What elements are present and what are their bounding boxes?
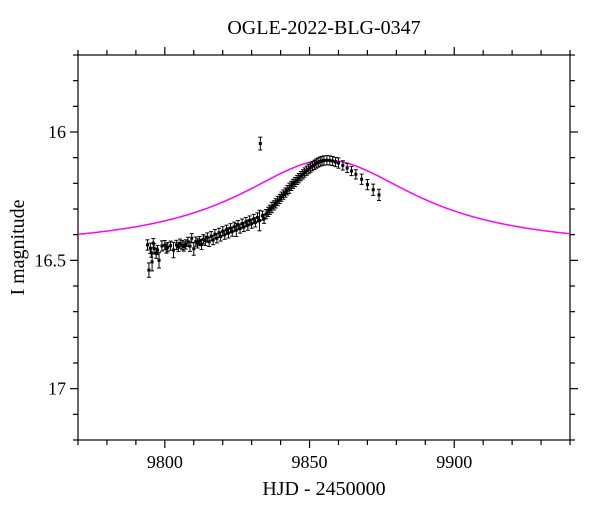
data-point: [233, 225, 236, 228]
data-point: [213, 233, 216, 236]
data-point: [160, 244, 163, 247]
y-tick-label: 17: [48, 379, 66, 399]
y-tick-label: 16: [48, 122, 66, 142]
data-point: [192, 247, 195, 250]
data-point: [360, 178, 363, 181]
data-point: [156, 249, 159, 252]
chart-title: OGLE-2022-BLG-0347: [227, 17, 420, 39]
data-point: [189, 245, 192, 248]
data-point: [328, 159, 331, 162]
data-point: [346, 166, 349, 169]
data-point: [256, 216, 259, 219]
data-point: [337, 162, 340, 165]
data-point: [325, 159, 328, 162]
data-point: [354, 173, 357, 176]
x-axis-label: HJD - 2450000: [262, 478, 385, 500]
model-curve: [78, 160, 570, 234]
data-point: [169, 244, 172, 247]
data-point: [366, 183, 369, 186]
data-point: [146, 243, 149, 246]
data-point: [200, 243, 203, 246]
y-tick-label: 16.5: [35, 250, 67, 270]
data-point: [259, 142, 262, 145]
data-point: [350, 170, 353, 173]
data-point: [372, 188, 375, 191]
data-point: [166, 246, 169, 249]
data-point: [190, 237, 193, 240]
data-point: [219, 235, 222, 238]
data-point: [331, 160, 334, 163]
data-point: [244, 221, 247, 224]
x-tick-label: 9850: [292, 452, 328, 472]
data-point: [198, 240, 201, 243]
data-point: [147, 269, 150, 272]
data-point: [334, 161, 337, 164]
data-point: [323, 159, 326, 162]
data-point: [158, 259, 161, 262]
x-tick-label: 9800: [147, 452, 183, 472]
data-point: [184, 243, 187, 246]
y-axis-label: I magnitude: [7, 199, 29, 295]
data-point: [341, 164, 344, 167]
data-point: [377, 193, 380, 196]
chart-svg: 9800 9850 9900 16 16.5 17 OGLE-2022-BLG-0347 HJ…: [0, 0, 600, 512]
lightcurve-chart: 9800 9850 9900 16 16.5 17 OGLE-2022-BLG-0347 HJ…: [0, 0, 600, 512]
data-point: [225, 228, 228, 231]
data-point: [172, 249, 175, 252]
x-tick-label: 9900: [436, 452, 472, 472]
data-point: [151, 260, 154, 263]
